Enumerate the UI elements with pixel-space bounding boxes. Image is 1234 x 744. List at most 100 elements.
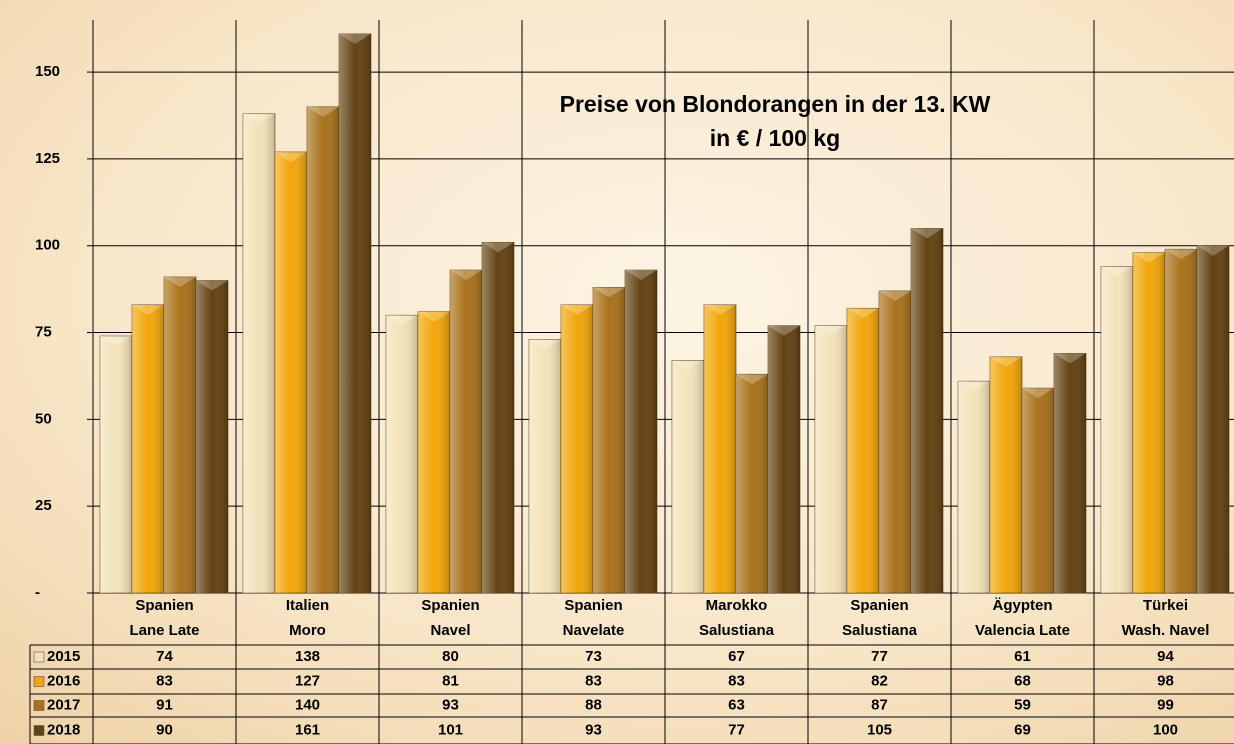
bar-shade [1133,252,1165,593]
table-value: 67 [728,648,745,665]
bar-shade [815,325,847,593]
bar-shade [1197,245,1229,593]
x-tick-label: Moro [289,622,326,639]
bar-shade [1101,266,1133,593]
legend-swatch [33,725,45,736]
chart-subtitle: in € / 100 kg [710,125,840,151]
y-tick-label: 50 [35,410,52,427]
bar-shade [847,308,879,593]
table-value: 77 [871,648,888,665]
table-value: 93 [585,721,602,738]
x-tick-label: Lane Late [129,622,199,639]
table-value: 91 [156,696,173,713]
bar-bevel [1022,388,1054,399]
table-value: 99 [1157,696,1174,713]
y-tick-label: 125 [35,150,60,167]
table-value: 82 [871,672,888,689]
bar-shade [1165,249,1197,593]
table-value: 83 [728,672,745,689]
bar-shade [672,360,704,593]
x-tick-label: Spanien [850,597,908,614]
bar-bevel [1054,353,1086,364]
table-value: 63 [728,696,745,713]
bar-shade [450,270,482,593]
x-tick-label: Valencia Late [975,622,1070,639]
bar-shade [736,374,768,593]
table-value: 81 [442,672,459,689]
bar-shade [482,242,514,593]
legend-swatch [33,676,45,687]
bar-bevel [815,325,847,336]
bar-shade [593,287,625,593]
bar-shade [561,304,593,593]
table-value: 138 [295,648,320,665]
bar-shade [164,276,196,593]
bar-bevel [275,151,307,162]
bar-bevel [958,381,990,392]
x-tick-label: Salustiana [842,622,918,639]
bar-shade [243,113,275,593]
y-tick-label: 75 [35,324,52,341]
bar-shade [132,304,164,593]
x-tick-label: Spanien [564,597,622,614]
bar-bevel [593,287,625,298]
table-value: 61 [1014,648,1031,665]
bar-shade [339,33,371,593]
x-tick-label: Spanien [421,597,479,614]
bar-shade [529,339,561,593]
y-tick-label: 150 [35,63,60,80]
x-tick-label: Marokko [706,597,768,614]
bar-bevel [418,311,450,322]
x-tick-label: Italien [286,597,329,614]
bar-bevel [100,336,132,347]
y-tick-label: 25 [35,497,52,514]
bar-bevel [1165,249,1197,260]
x-tick-label: Türkei [1143,597,1188,614]
table-value: 80 [442,648,459,665]
legend-swatch [33,651,45,663]
bar-shade [625,270,657,593]
bar-shade [1022,388,1054,593]
bar-bevel [482,242,514,253]
legend-swatch [33,700,45,711]
table-value: 87 [871,696,888,713]
bar-bevel [164,276,196,287]
bar-shade [990,356,1022,593]
bar-bevel [847,308,879,319]
table-value: 94 [1157,648,1174,665]
table-value: 140 [295,696,320,713]
bar-shade [307,106,339,594]
legend-label: 2015 [47,648,80,665]
table-value: 98 [1157,672,1174,689]
table-value: 127 [295,672,320,689]
bar-shade [911,228,943,593]
bar-bevel [339,33,371,44]
table-value: 100 [1153,721,1178,738]
table-value: 101 [438,721,463,738]
x-tick-label: Salustiana [699,622,775,639]
bar-bevel [307,106,339,117]
chart-title: Preise von Blondorangen in der 13. KW [560,91,991,117]
bar-shade [879,290,911,593]
bar-bevel [450,270,482,281]
bar-shade [100,336,132,593]
bar-shade [418,311,450,593]
x-tick-label: Navel [430,622,470,639]
legend-label: 2018 [47,721,80,738]
bar-bevel [672,360,704,371]
bar-bevel [1101,266,1133,277]
bar-shade [1054,353,1086,593]
y-tick-label: - [35,584,40,601]
bar-bevel [879,290,911,301]
table-value: 73 [585,648,602,665]
table-value: 74 [156,648,173,665]
legend-label: 2016 [47,672,80,689]
bar-bevel [911,228,943,239]
table-value: 93 [442,696,459,713]
bar-bevel [243,113,275,124]
bar-bevel [704,304,736,315]
legend-label: 2017 [47,696,80,713]
table-value: 68 [1014,672,1031,689]
bar-bevel [1197,245,1229,256]
